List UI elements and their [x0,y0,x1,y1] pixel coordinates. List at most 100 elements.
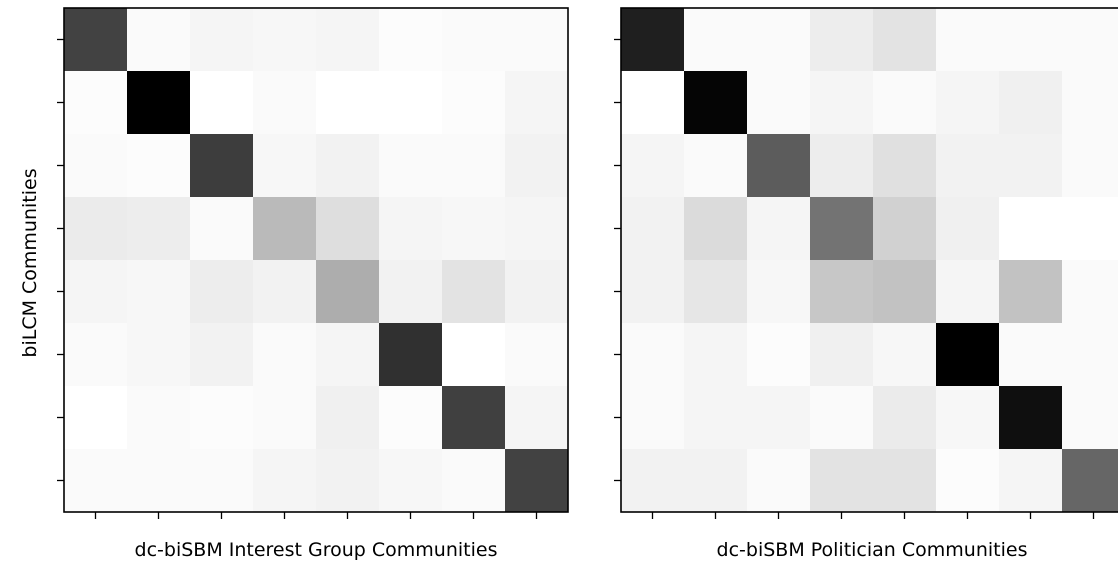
heatmap-cell [64,134,128,198]
heatmap-cell [684,449,748,513]
heatmap-cell [873,323,937,387]
heatmap-cell [999,134,1063,198]
heatmap-cell [999,323,1063,387]
heatmap-cell [64,197,128,261]
heatmap-cell [1062,8,1118,72]
heatmap-cell [505,134,569,198]
heatmap-cell [379,71,443,135]
heatmap-cell [316,449,380,513]
heatmap-cell [316,197,380,261]
heatmap-cell [621,449,685,513]
heatmap-cell [684,71,748,135]
heatmap-cell [999,197,1063,261]
heatmap-cell [810,386,874,450]
heatmap-cell [253,323,317,387]
heatmap-cell [684,134,748,198]
heatmap-cell [442,197,506,261]
heatmap-cell [127,71,191,135]
heatmap-cell [190,197,254,261]
heatmap-cell [379,323,443,387]
heatmap-cell [127,449,191,513]
heatmap-cell [442,449,506,513]
heatmap-cell [936,323,1000,387]
heatmap-cell [127,260,191,324]
heatmap-cell [1062,197,1118,261]
heatmap-cell [64,71,128,135]
heatmap-cell [127,134,191,198]
heatmap-cell [936,197,1000,261]
heatmap-cell [747,386,811,450]
heatmap-cell [316,386,380,450]
x-axis-label-interest-groups: dc-biSBM Interest Group Communities [135,539,498,561]
heatmap-cell [316,71,380,135]
heatmap-cell [1062,386,1118,450]
heatmap-cell [999,449,1063,513]
heatmap-cell [621,8,685,72]
heatmap-cell [505,449,569,513]
heatmap-cell [127,323,191,387]
heatmap-cell [64,323,128,387]
heatmap-cell [873,449,937,513]
heatmap-cell [379,260,443,324]
heatmap-cell [505,260,569,324]
heatmap-cell [684,323,748,387]
heatmap-cell [505,71,569,135]
plot-frame [620,7,1118,513]
heatmap-cell [936,386,1000,450]
heatmap-cell [505,197,569,261]
heatmap-cell [190,260,254,324]
heatmap-cell [810,260,874,324]
heatmap-cell [747,197,811,261]
heatmap-cell [873,134,937,198]
heatmap-cell [64,8,128,72]
heatmap-cell [190,449,254,513]
heatmap-cell [505,8,569,72]
heatmap-cell [810,134,874,198]
heatmap-cell [621,71,685,135]
heatmap-cell [190,8,254,72]
heatmap-cell [253,8,317,72]
heatmap-cell [621,323,685,387]
heatmap-cell [379,134,443,198]
heatmap-cell [810,71,874,135]
heatmap-cell [684,8,748,72]
heatmap-cell [505,386,569,450]
heatmap-cell [873,8,937,72]
heatmap-cell [873,71,937,135]
heatmap-cell [253,449,317,513]
heatmap-cell [936,134,1000,198]
heatmap-cell [1062,260,1118,324]
heatmap-cell [190,323,254,387]
heatmap-cell [936,449,1000,513]
heatmap-cell [873,260,937,324]
heatmap-cell [999,71,1063,135]
heatmap-cell [442,71,506,135]
x-axis-label-politicians: dc-biSBM Politician Communities [717,539,1028,561]
heatmap-cell [64,260,128,324]
heatmap-cell [747,323,811,387]
heatmap-cell [253,134,317,198]
heatmap-cell [936,260,1000,324]
heatmap-cell [999,386,1063,450]
heatmap-cell [873,197,937,261]
heatmap-cell [999,8,1063,72]
heatmap-cell [379,386,443,450]
heatmap-cell [747,8,811,72]
y-axis-label: biLCM Communities [19,168,41,357]
heatmap-cell [873,386,937,450]
heatmap-cell [999,260,1063,324]
heatmap-cell [684,197,748,261]
heatmap-cell [190,386,254,450]
heatmap-cell [747,449,811,513]
heatmap-cell [684,260,748,324]
heatmap-cell [621,197,685,261]
heatmap-cell [253,197,317,261]
heatmap-cell [316,260,380,324]
heatmap-cell [379,449,443,513]
heatmap-cell [442,8,506,72]
heatmap-cell [684,386,748,450]
heatmap-cell [442,260,506,324]
heatmap-cell [253,71,317,135]
heatmap-cell [621,260,685,324]
heatmap-cell [379,8,443,72]
